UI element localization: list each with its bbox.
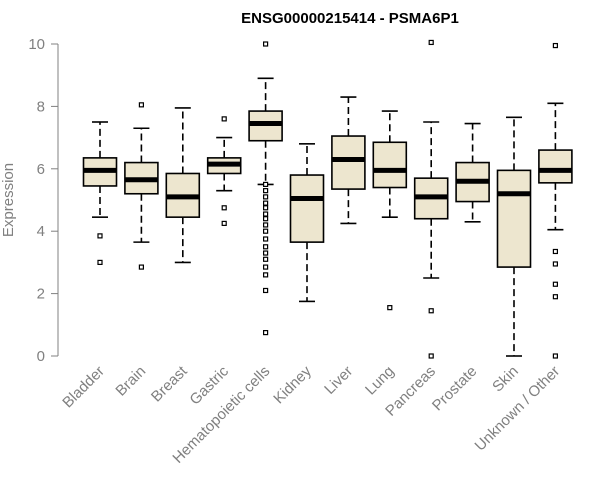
outlier-point bbox=[263, 222, 269, 228]
box-group bbox=[82, 121, 118, 265]
box-group bbox=[165, 107, 201, 264]
x-tick-label: Breast bbox=[148, 362, 191, 405]
outlier-point bbox=[263, 236, 269, 242]
outlier-point bbox=[263, 264, 269, 270]
outlier-point bbox=[263, 330, 269, 336]
outlier-point bbox=[263, 200, 269, 206]
box-group bbox=[455, 122, 490, 223]
box-group bbox=[124, 102, 159, 270]
outlier-point bbox=[552, 281, 559, 287]
box-group bbox=[331, 96, 366, 225]
box-group bbox=[496, 116, 532, 357]
box-group bbox=[538, 42, 573, 359]
y-tick-label: 10 bbox=[28, 36, 45, 53]
outlier-point bbox=[263, 211, 269, 217]
outlier-point bbox=[428, 353, 434, 359]
box-group bbox=[248, 41, 283, 336]
outlier-point bbox=[263, 216, 269, 222]
outlier-point bbox=[263, 228, 269, 234]
outlier-point bbox=[552, 261, 559, 267]
box bbox=[331, 135, 366, 190]
outlier-point bbox=[97, 233, 103, 239]
x-tick-label: Lung bbox=[362, 363, 398, 399]
outlier-point bbox=[428, 308, 434, 314]
outlier-point bbox=[387, 305, 393, 311]
outlier-point bbox=[263, 205, 269, 211]
box-group bbox=[206, 116, 242, 226]
outlier-point bbox=[552, 248, 559, 255]
outlier-point bbox=[263, 256, 269, 262]
box-group bbox=[289, 143, 325, 303]
y-tick-label: 0 bbox=[37, 348, 45, 365]
outlier-point bbox=[138, 102, 144, 108]
y-tick-label: 2 bbox=[37, 286, 45, 303]
box bbox=[538, 149, 573, 184]
boxes bbox=[82, 39, 573, 359]
x-tick-label: Brain bbox=[112, 363, 149, 400]
outlier-point bbox=[263, 188, 269, 194]
box bbox=[372, 141, 408, 189]
x-tick-label: Prostate bbox=[429, 363, 481, 415]
outlier-point bbox=[263, 287, 269, 294]
outlier-point bbox=[138, 264, 144, 270]
outlier-point bbox=[552, 42, 559, 49]
y-tick-label: 6 bbox=[37, 161, 45, 178]
box bbox=[496, 169, 532, 268]
outlier-point bbox=[221, 220, 227, 226]
outlier-point bbox=[263, 194, 269, 200]
outlier-point bbox=[263, 244, 269, 250]
outlier-point bbox=[263, 41, 269, 47]
axes: 0 2 4 6 8 10 bbox=[28, 36, 59, 365]
x-tick-label: Skin bbox=[489, 363, 522, 396]
x-tick-label: Liver bbox=[321, 363, 356, 398]
outlier-point bbox=[552, 353, 559, 359]
outlier-point bbox=[221, 205, 227, 211]
box bbox=[289, 174, 325, 243]
outlier-point bbox=[221, 116, 227, 122]
y-tick-label: 8 bbox=[37, 98, 45, 115]
box-group bbox=[413, 39, 449, 359]
x-tick-label: Kidney bbox=[270, 362, 315, 407]
outlier-point bbox=[97, 259, 103, 265]
box-group bbox=[372, 110, 408, 311]
y-axis-label: Expression bbox=[0, 163, 17, 237]
chart-title: ENSG00000215414 - PSMA6P1 bbox=[241, 10, 459, 27]
outlier-point bbox=[263, 272, 269, 278]
x-tick-label: Bladder bbox=[59, 363, 108, 412]
outlier-point bbox=[263, 181, 269, 187]
outlier-point bbox=[552, 294, 559, 300]
outlier-point bbox=[263, 250, 269, 256]
outlier-point bbox=[428, 39, 434, 46]
y-tick-label: 4 bbox=[37, 223, 45, 240]
